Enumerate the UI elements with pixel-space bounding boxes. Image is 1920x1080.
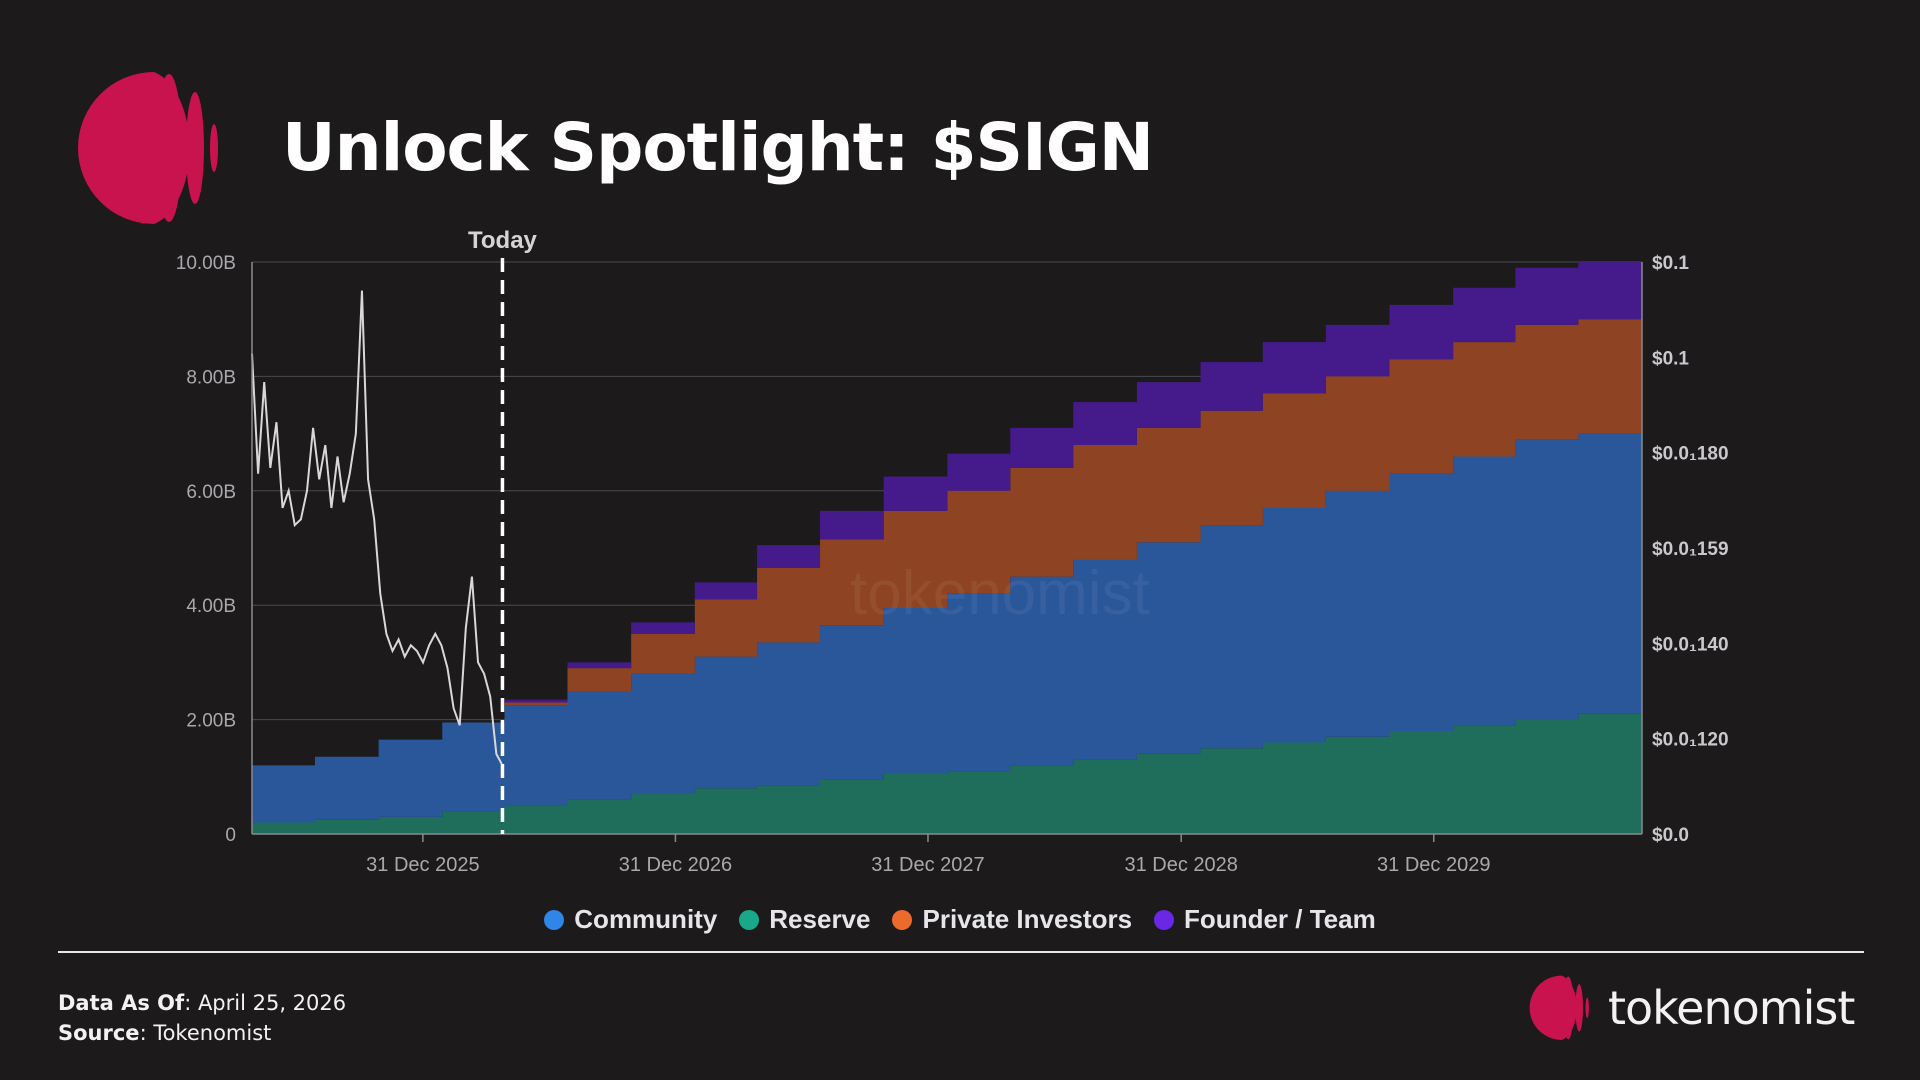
source-label: Source <box>58 1021 140 1045</box>
legend-dot-icon <box>544 909 565 930</box>
footer-divider <box>58 951 1864 953</box>
tokenomist-logo-icon <box>78 72 218 224</box>
brand-name: tokenomist <box>1608 981 1855 1035</box>
chart-axes: 0 2.00B 4.00B 6.00B 8.00B 10.00B $0.0 $0.0₁120 $… <box>176 253 1729 876</box>
legend-dot-icon <box>892 909 913 930</box>
legend-item-private-investors[interactable]: Private Investors <box>892 904 1132 935</box>
legend-item-community[interactable]: Community <box>544 904 717 935</box>
legend-label: Reserve <box>769 904 871 934</box>
legend-item-reserve[interactable]: Reserve <box>739 904 870 935</box>
x-tick-label: 31 Dec 2027 <box>871 854 984 876</box>
area-community <box>252 433 1642 823</box>
y-left-tick-label: 8.00B <box>186 367 236 388</box>
y-left-tick-label: 10.00B <box>176 253 236 274</box>
y-right-tick-label: $0.1 <box>1652 348 1689 369</box>
y-left-tick-label: 2.00B <box>186 711 236 732</box>
x-tick-label: 31 Dec 2028 <box>1124 854 1237 876</box>
y-left-tick-label: 4.00B <box>186 596 236 617</box>
x-tick-label: 31 Dec 2026 <box>619 854 732 876</box>
footer-meta: Data As Of: April 25, 2026 Source: Token… <box>58 988 346 1048</box>
legend-label: Founder / Team <box>1184 904 1376 934</box>
x-tick-label: 31 Dec 2029 <box>1377 854 1490 876</box>
legend-label: Private Investors <box>922 904 1133 934</box>
legend-dot-icon <box>1154 909 1175 930</box>
area-founder-team <box>252 262 1642 766</box>
stacked-areas <box>252 262 1642 834</box>
source: Source: Tokenomist <box>58 1018 346 1048</box>
data-as-of-value: : April 25, 2026 <box>184 991 347 1015</box>
y-right-tick-label: $0.1 <box>1652 253 1689 274</box>
y-right-tick-label: $0.0₁159 <box>1652 539 1729 560</box>
today-marker: Today <box>468 227 538 834</box>
y-right-tick-label: $0.0 <box>1652 825 1689 846</box>
y-right-tick-label: $0.0₁180 <box>1652 444 1729 465</box>
token-unlock-chart: tokenomist 0 2.00B 4.00B 6.00B 8.00B 10.00B $0… <box>176 227 1729 876</box>
today-label: Today <box>468 227 538 254</box>
legend-dot-icon <box>739 909 760 930</box>
y-left-tick-label: 6.00B <box>186 482 236 503</box>
brand: tokenomist <box>1522 972 1855 1044</box>
legend-item-founder-team[interactable]: Founder / Team <box>1154 904 1376 935</box>
y-right-tick-label: $0.0₁120 <box>1652 730 1729 751</box>
data-as-of-label: Data As Of <box>58 991 185 1015</box>
price-line-path <box>251 290 504 766</box>
legend-label: Community <box>574 904 718 934</box>
y-left-tick-label: 0 <box>225 825 236 846</box>
price-line <box>251 290 504 766</box>
source-value: : Tokenomist <box>139 1021 272 1045</box>
y-right-tick-label: $0.0₁140 <box>1652 634 1729 655</box>
chart-watermark: tokenomist <box>850 559 1150 628</box>
area-private-investors <box>252 319 1642 766</box>
chart-legend: Community Reserve Private Investors Founder… <box>0 904 1920 935</box>
tokenomist-mark-icon <box>1529 975 1589 1040</box>
page-title: Unlock Spotlight: $SIGN <box>282 109 1154 186</box>
x-tick-label: 31 Dec 2025 <box>366 854 479 876</box>
data-as-of: Data As Of: April 25, 2026 <box>58 988 346 1018</box>
